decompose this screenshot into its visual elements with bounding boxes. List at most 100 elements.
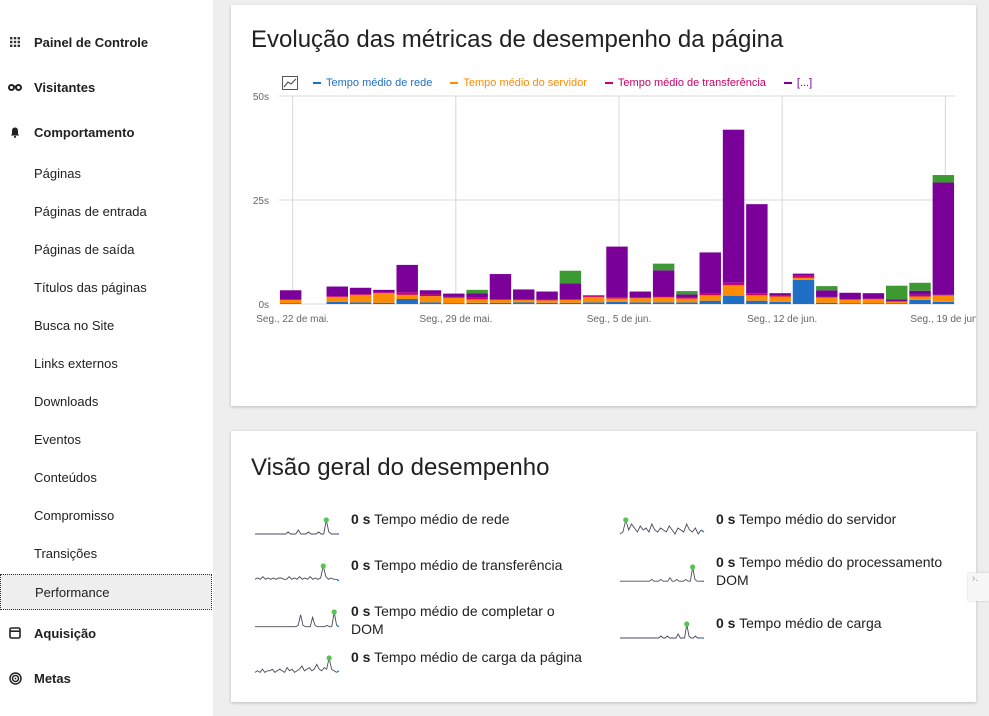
side-tab[interactable]: ›. <box>968 573 989 601</box>
perf-text: 0 s Tempo médio de carga <box>716 614 956 632</box>
bar-segment <box>746 300 768 304</box>
perf-label: Tempo médio do processamento DOM <box>716 554 943 588</box>
bar-segment <box>722 295 745 304</box>
nav-painel-de-controle[interactable]: Painel de Controle <box>0 22 213 62</box>
bar-segment <box>466 302 488 304</box>
bar-segment <box>886 301 908 302</box>
sparkline-path <box>255 611 338 628</box>
legend-item-transferencia[interactable]: Tempo médio de transferência <box>604 77 766 89</box>
bar-segment <box>816 297 838 303</box>
bar-segment <box>769 296 791 302</box>
perf-text: 0 s Tempo médio do processamento DOM <box>716 553 956 589</box>
bar-segment <box>582 295 605 297</box>
bar-segment <box>279 303 302 304</box>
x-tick-label: Seg., 29 de mai. <box>419 314 492 325</box>
perf-label: Tempo médio de transferência <box>374 557 563 573</box>
bar-segment <box>606 301 628 304</box>
nav-item-transicoes[interactable]: Transições <box>0 535 213 571</box>
legend-item-rede[interactable]: Tempo médio de rede <box>313 77 432 89</box>
nav-visitantes[interactable]: Visitantes <box>0 67 213 107</box>
bar-segment <box>582 296 605 303</box>
bar-segment <box>489 299 512 303</box>
x-tick-label: Seg., 5 de jun. <box>587 314 652 325</box>
nav-item-compromisso[interactable]: Compromisso <box>0 497 213 533</box>
chart-type-icon[interactable] <box>282 76 298 90</box>
sparkline-last-segment <box>700 529 705 533</box>
perf-item-carga-pagina[interactable]: 0 s Tempo médio de carga da página <box>253 648 593 688</box>
perf-label: Tempo médio de carga <box>739 615 882 631</box>
nav-item-links-externos[interactable]: Links externos <box>0 345 213 381</box>
perf-item-processamento-dom[interactable]: 0 s Tempo médio do processamento DOM <box>618 553 958 593</box>
bar-segment <box>909 290 931 295</box>
perf-item-completar-dom[interactable]: 0 s Tempo médio de completar o DOM <box>253 602 593 642</box>
nav-comportamento[interactable]: Comportamento <box>0 112 213 152</box>
bar-segment <box>862 303 885 304</box>
legend-item-more[interactable]: [...] <box>783 77 812 89</box>
bar-segment <box>909 296 931 300</box>
legend-label: Tempo médio do servidor <box>463 77 587 89</box>
x-tick-label: Seg., 12 de jun. <box>747 314 817 325</box>
perf-label: Tempo médio de carga da página <box>374 649 582 665</box>
bar-segment <box>349 287 372 295</box>
bar-segment <box>419 296 442 303</box>
legend-item-servidor[interactable]: Tempo médio do servidor <box>450 77 587 89</box>
bar-segment <box>746 295 768 301</box>
bar-segment <box>932 175 955 183</box>
bar-segment <box>629 302 652 304</box>
perf-label: Tempo médio do servidor <box>739 511 897 527</box>
bar-segment <box>349 294 372 295</box>
perf-item-rede[interactable]: 0 s Tempo médio de rede <box>253 510 593 550</box>
perf-value: 0 s <box>351 603 371 619</box>
bar-segment <box>466 297 488 300</box>
bar-segment <box>513 289 535 300</box>
nav-item-busca-no-site[interactable]: Busca no Site <box>0 307 213 343</box>
perf-label: Tempo médio de rede <box>374 511 510 527</box>
sparkline-peak-dot <box>326 655 332 661</box>
bar-segment <box>466 293 488 298</box>
nav-item-downloads[interactable]: Downloads <box>0 383 213 419</box>
perf-value: 0 s <box>716 511 736 527</box>
bar-segment <box>606 246 628 298</box>
sparkline <box>254 563 340 582</box>
legend-swatch <box>450 82 459 84</box>
nav-item-performance[interactable]: Performance <box>0 574 212 610</box>
bar-segment <box>839 303 861 304</box>
bar-segment <box>513 299 535 300</box>
perf-item-carga[interactable]: 0 s Tempo médio de carga <box>618 614 958 654</box>
nav-item-paginas[interactable]: Páginas <box>0 155 213 191</box>
bar-segment <box>769 293 791 296</box>
sparkline <box>620 621 704 639</box>
nav-section-label: Aquisição <box>34 625 97 641</box>
bar-segment <box>373 289 395 293</box>
perf-label: Tempo médio de completar o DOM <box>351 603 555 637</box>
nav-aquisicao[interactable]: Aquisição <box>0 613 213 653</box>
nav-metas[interactable]: Metas <box>0 658 213 698</box>
bar-segment <box>699 252 721 294</box>
nav-item-paginas-de-entrada[interactable]: Páginas de entrada <box>0 193 213 229</box>
nav-item-label: Páginas <box>34 165 81 181</box>
bar-segment <box>909 299 931 304</box>
bar-segment <box>722 285 745 296</box>
chart-legend: Tempo médio de rede Tempo médio do servi… <box>313 75 830 91</box>
nav-item-titulos-das-paginas[interactable]: Títulos das páginas <box>0 269 213 305</box>
perf-item-transferencia[interactable]: 0 s Tempo médio de transferência <box>253 556 593 596</box>
bar-segment <box>676 297 698 299</box>
sparkline-last-segment <box>336 624 340 628</box>
bar-segment <box>932 294 955 296</box>
nav-item-conteudos[interactable]: Conteúdos <box>0 459 213 495</box>
nav-item-label: Compromisso <box>34 507 115 523</box>
bar-segment <box>419 302 442 304</box>
sparkline-path <box>255 519 337 535</box>
bar-segment <box>932 182 955 295</box>
bar-segment <box>676 294 698 298</box>
perf-item-servidor[interactable]: 0 s Tempo médio do servidor <box>618 510 958 550</box>
perf-value: 0 s <box>351 557 371 573</box>
bar-segment <box>629 291 652 298</box>
nav-item-eventos[interactable]: Eventos <box>0 421 213 457</box>
sparkline-peak-dot <box>331 609 337 615</box>
bar-segment <box>652 296 675 298</box>
nav-item-paginas-de-saida[interactable]: Páginas de saída <box>0 231 213 267</box>
nav-item-label: Performance <box>35 584 110 600</box>
bar-segment <box>862 299 885 304</box>
legend-label: Tempo médio de rede <box>326 77 433 89</box>
